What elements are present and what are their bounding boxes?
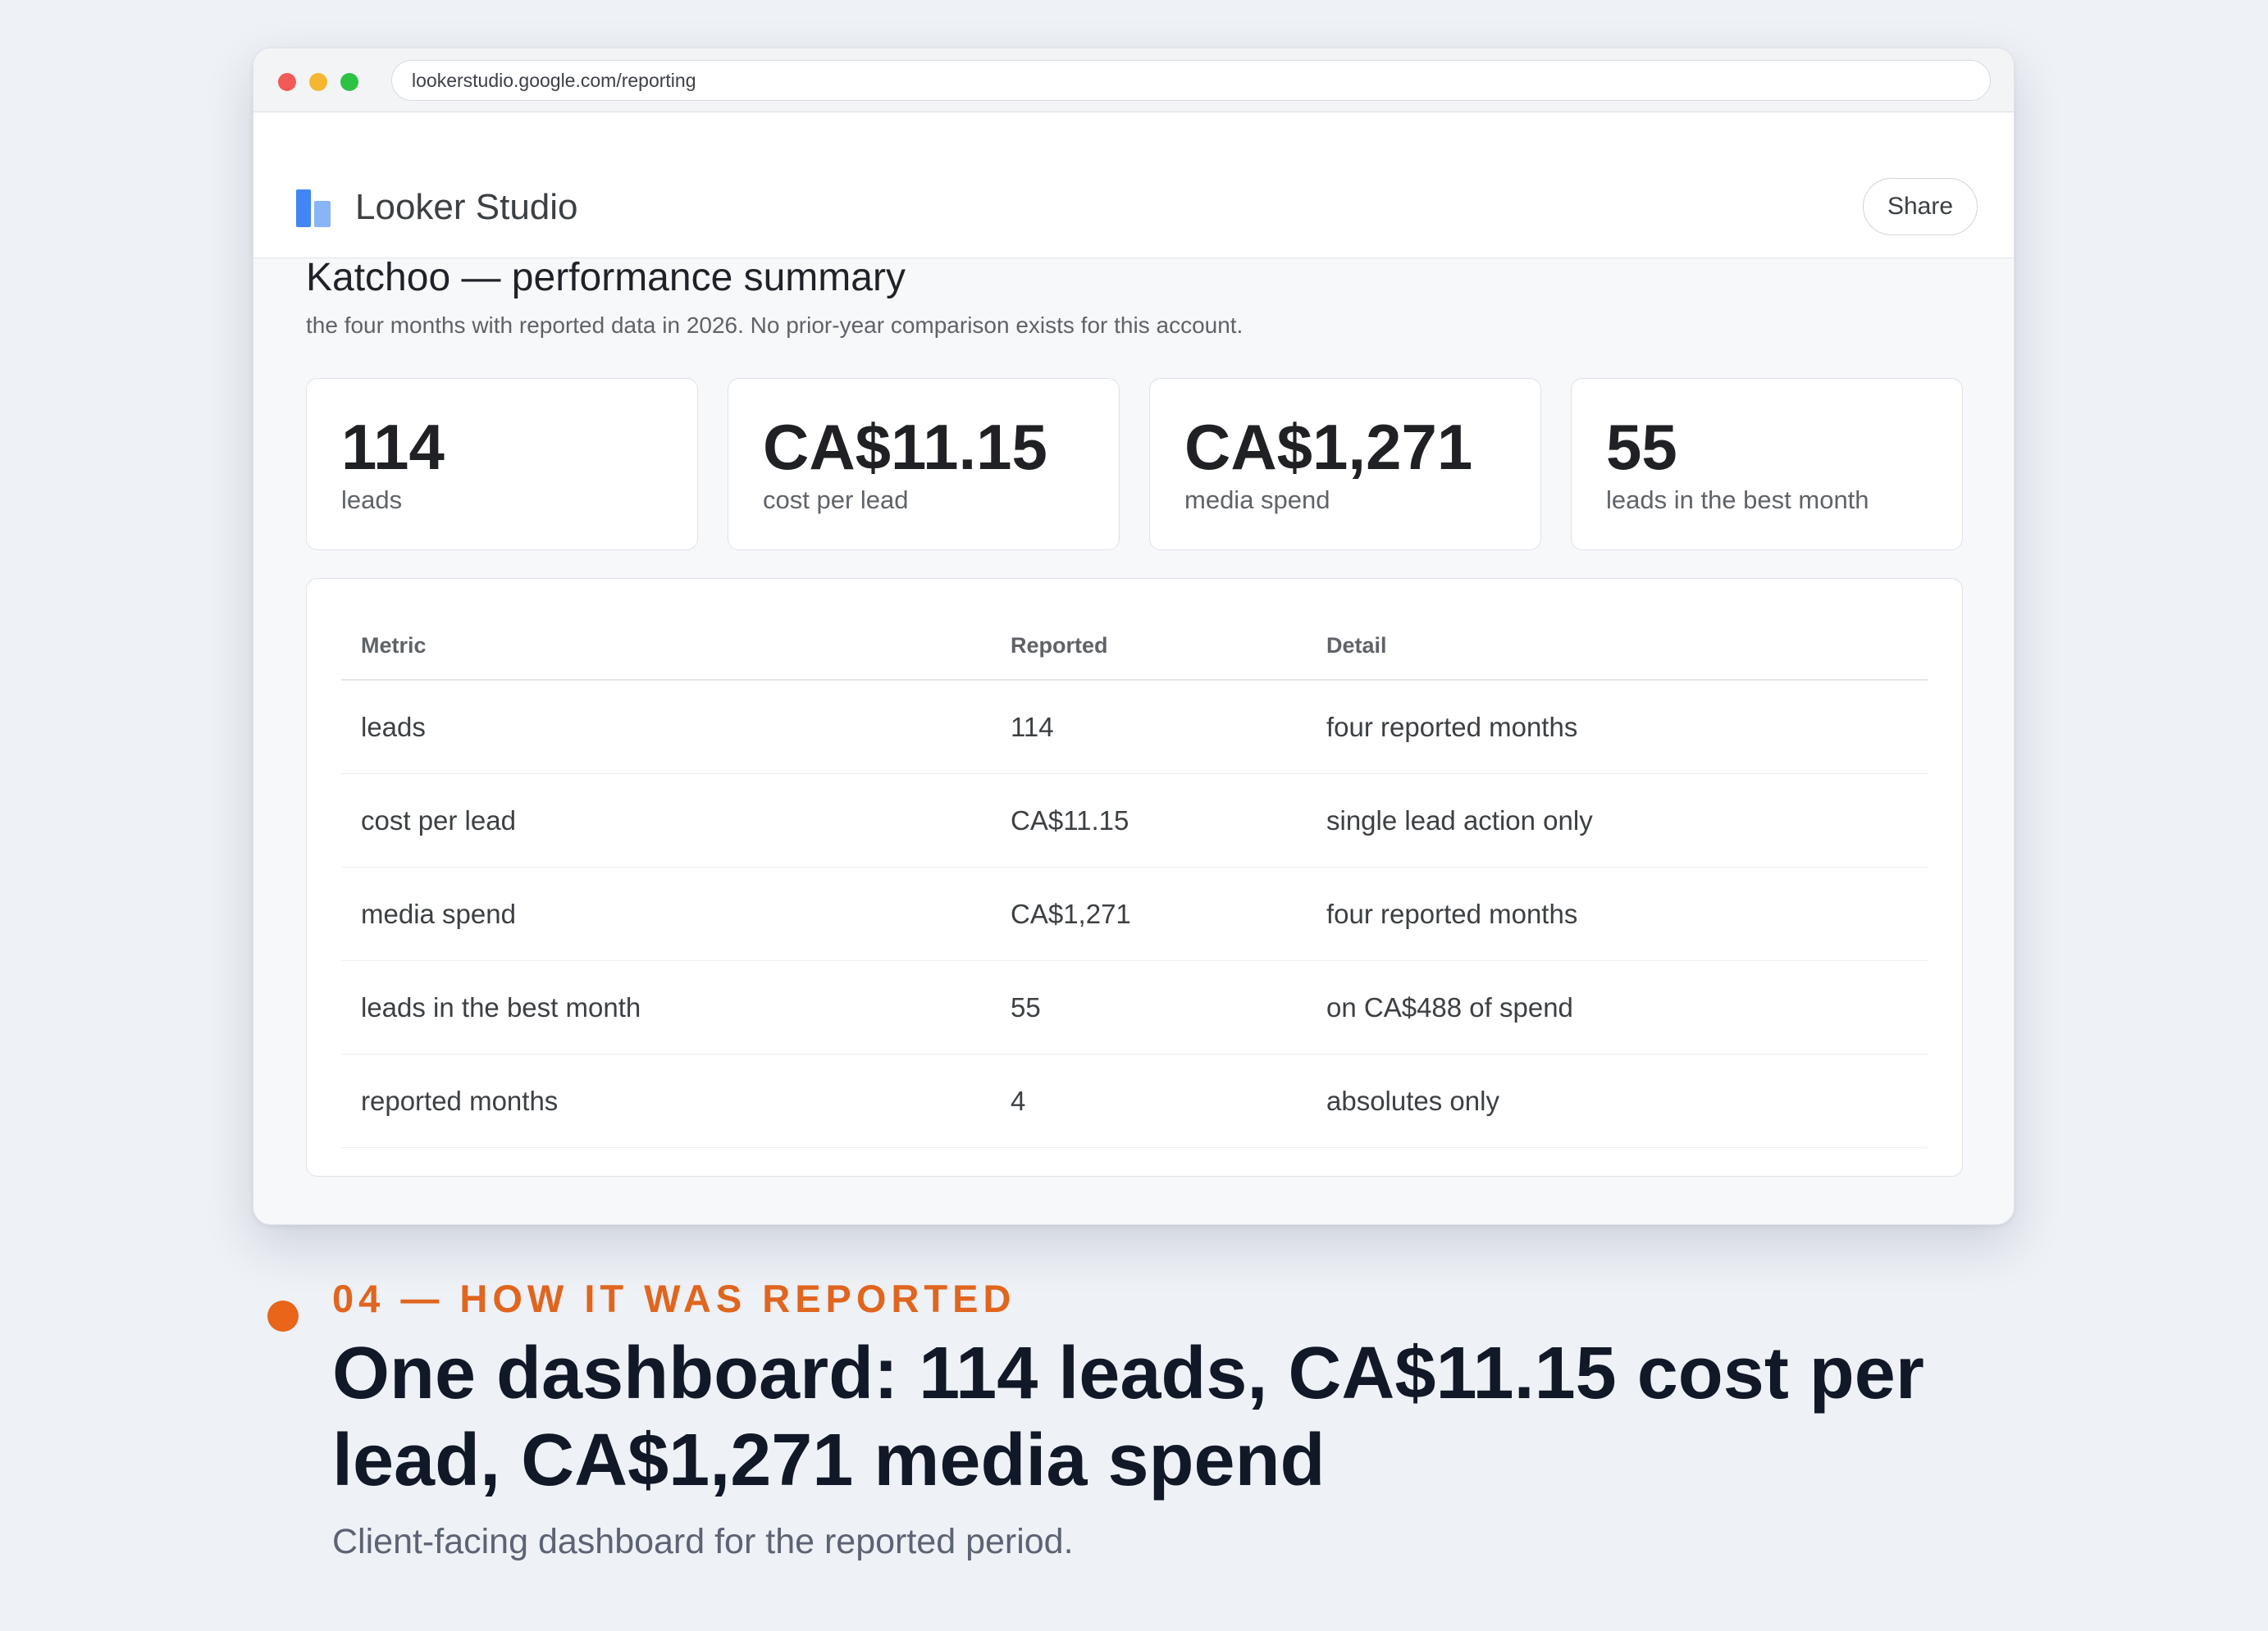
- kpi-value: CA$1,271: [1184, 411, 1473, 483]
- table-row: leads in the best month 55 on CA$488 of …: [341, 961, 1928, 1055]
- maximize-window-button[interactable]: [340, 73, 358, 91]
- report-subtitle: the four months with reported data in 20…: [306, 312, 1244, 338]
- cell-reported: 4: [1011, 1086, 1026, 1116]
- kpi-card-best-month-leads: 55 leads in the best month: [1571, 378, 1963, 550]
- table-header: Metric Reported Detail: [341, 613, 1928, 681]
- metrics-table-card: Metric Reported Detail leads 114 four re…: [306, 578, 1963, 1177]
- cell-reported: 114: [1011, 712, 1054, 742]
- cell-metric: leads: [361, 712, 426, 742]
- table-row: leads 114 four reported months: [341, 681, 1928, 774]
- app-name: Looker Studio: [355, 187, 578, 227]
- cell-detail: on CA$488 of spend: [1326, 992, 1573, 1023]
- cell-reported: CA$11.15: [1011, 805, 1129, 836]
- bullet-dot-icon: [267, 1301, 299, 1332]
- cell-detail: four reported months: [1326, 712, 1578, 742]
- cell-detail: single lead action only: [1326, 805, 1593, 836]
- table-row: reported months 4 absolutes only: [341, 1055, 1928, 1148]
- table-row: cost per lead CA$11.15 single lead actio…: [341, 774, 1928, 868]
- minimize-window-button[interactable]: [309, 73, 327, 91]
- cell-metric: media spend: [361, 899, 516, 929]
- column-header-metric: Metric: [361, 633, 427, 658]
- cell-reported: 55: [1011, 992, 1041, 1023]
- section-eyebrow: 04 — HOW IT WAS REPORTED: [332, 1277, 1016, 1320]
- kpi-value: CA$11.15: [763, 411, 1047, 483]
- close-window-button[interactable]: [278, 73, 296, 91]
- url-text: lookerstudio.google.com/reporting: [412, 69, 696, 91]
- report-title: Katchoo — performance summary: [306, 256, 906, 299]
- address-bar[interactable]: lookerstudio.google.com/reporting: [391, 60, 1991, 101]
- cell-detail: absolutes only: [1326, 1086, 1499, 1116]
- section-subline: Client-facing dashboard for the reported…: [332, 1522, 1074, 1561]
- column-header-detail: Detail: [1326, 633, 1387, 658]
- looker-studio-logo-icon: [296, 189, 334, 227]
- kpi-label: leads in the best month: [1606, 485, 1869, 514]
- kpi-label: leads: [341, 485, 403, 514]
- app-header: Looker Studio Share: [253, 112, 2014, 258]
- kpi-card-cost-per-lead: CA$11.15 cost per lead: [728, 378, 1120, 550]
- cell-detail: four reported months: [1326, 899, 1578, 929]
- section-headline: One dashboard: 114 leads, CA$11.15 cost …: [332, 1333, 1924, 1501]
- share-button[interactable]: Share: [1863, 178, 1978, 235]
- cell-metric: reported months: [361, 1086, 559, 1116]
- cell-reported: CA$1,271: [1011, 899, 1131, 929]
- kpi-label: media spend: [1184, 485, 1330, 514]
- metrics-table: Metric Reported Detail leads 114 four re…: [341, 613, 1928, 1148]
- kpi-card-leads: 114 leads: [306, 378, 698, 550]
- browser-chrome: lookerstudio.google.com/reporting: [253, 48, 2014, 112]
- table-row: media spend CA$1,271 four reported month…: [341, 868, 1928, 961]
- column-header-reported: Reported: [1011, 633, 1108, 658]
- cell-metric: cost per lead: [361, 805, 516, 836]
- kpi-card-media-spend: CA$1,271 media spend: [1149, 378, 1541, 550]
- kpi-label: cost per lead: [763, 485, 909, 514]
- browser-window: lookerstudio.google.com/reporting Looker…: [253, 48, 2015, 1225]
- kpi-value: 114: [341, 411, 445, 483]
- cell-metric: leads in the best month: [361, 992, 641, 1023]
- kpi-value: 55: [1606, 411, 1677, 483]
